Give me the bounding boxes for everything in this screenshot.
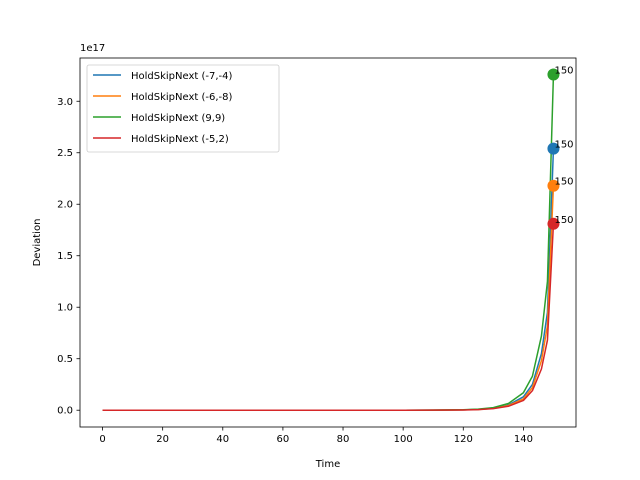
x-tick-label: 0 [99, 434, 105, 445]
y-tick-label: 2.5 [57, 148, 73, 159]
legend-frame [86, 64, 280, 153]
end-point-label: 150 [554, 177, 573, 188]
end-point-label: 150 [554, 140, 573, 151]
series-line [102, 223, 555, 411]
end-label-layer: 150 150 150 150 [554, 65, 573, 225]
end-point-marker [547, 142, 560, 155]
y-offset-text: 1e17 [80, 43, 105, 54]
y-axis-label: Deviation [32, 219, 43, 267]
legend-label: HoldSkipNext (-5,2) [131, 134, 229, 145]
end-point-label: 150 [554, 215, 573, 226]
end-point-marker [547, 68, 560, 81]
end-point-marker [547, 179, 560, 192]
y-axis-ticks: 0.0 0.5 1.0 1.5 2.0 2.5 3.0 [57, 97, 80, 417]
y-tick-label: 1.0 [57, 303, 73, 314]
legend: HoldSkipNext (-7,-4) HoldSkipNext (-6,-8)… [86, 64, 280, 153]
y-tick-label: 3.0 [57, 97, 73, 108]
x-tick-label: 80 [337, 434, 350, 445]
legend-label: HoldSkipNext (-7,-4) [131, 71, 233, 82]
x-tick-label: 120 [454, 434, 473, 445]
end-point-marker [547, 217, 560, 230]
axes-frame [79, 57, 577, 428]
y-tick-label: 2.0 [57, 200, 73, 211]
x-tick-label: 20 [156, 434, 169, 445]
legend-label: HoldSkipNext (-6,-8) [131, 92, 233, 103]
plot-area: 150 150 150 150 [102, 65, 574, 411]
x-tick-label: 140 [514, 434, 533, 445]
y-tick-label: 1.5 [57, 251, 73, 262]
legend-label: HoldSkipNext (9,9) [131, 113, 225, 124]
x-axis-label: Time [315, 459, 340, 470]
x-axis-ticks: 0 20 40 60 80 100 120 140 [99, 427, 533, 445]
marker-layer [547, 68, 560, 230]
x-tick-label: 40 [216, 434, 229, 445]
x-tick-label: 100 [394, 434, 413, 445]
y-tick-label: 0.5 [57, 354, 73, 365]
x-tick-label: 60 [277, 434, 290, 445]
end-point-label: 150 [554, 65, 573, 76]
y-tick-label: 0.0 [57, 406, 73, 417]
series-layer [102, 74, 555, 411]
